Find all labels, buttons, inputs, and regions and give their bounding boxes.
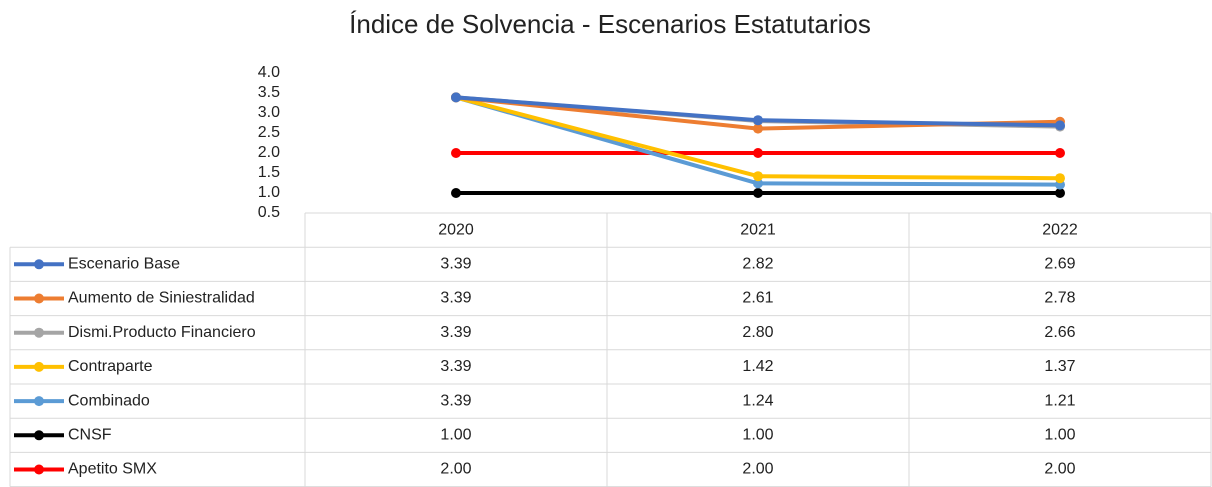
data-label: 2.00	[1044, 461, 1075, 478]
data-label: 3.39	[440, 324, 471, 341]
legend-label: Escenario Base	[68, 256, 180, 273]
chart-title: Índice de Solvencia - Escenarios Estatut…	[349, 9, 871, 39]
data-label: 2.00	[440, 461, 471, 478]
data-label: 2.61	[742, 290, 773, 307]
legend-swatch-marker	[34, 327, 44, 338]
legend-swatch-marker	[34, 430, 44, 441]
data-label: 3.39	[440, 392, 471, 409]
legend-label: Contraparte	[68, 358, 153, 375]
legend-label: Combinado	[68, 392, 150, 409]
legend-swatch-marker	[34, 293, 44, 304]
data-label: 3.39	[440, 290, 471, 307]
x-tick-label: 2020	[438, 221, 474, 238]
marker	[451, 92, 461, 103]
y-tick-label: 1.0	[258, 184, 280, 201]
data-label: 1.24	[742, 392, 773, 409]
series-line	[455, 95, 1061, 181]
marker	[753, 178, 763, 189]
y-tick-label: 3.5	[258, 84, 280, 101]
legend-swatch-marker	[34, 396, 44, 407]
data-label: 1.00	[440, 427, 471, 444]
x-tick-label: 2022	[1042, 221, 1078, 238]
data-label: 2.80	[742, 324, 773, 341]
marker	[1055, 188, 1065, 198]
legend-label: CNSF	[68, 427, 112, 444]
data-label: 1.00	[742, 427, 773, 444]
y-tick-label: 1.5	[258, 164, 280, 181]
data-label: 2.82	[742, 256, 773, 273]
y-tick-label: 4.0	[258, 64, 280, 81]
data-label: 2.78	[1044, 290, 1075, 307]
data-label: 3.39	[440, 358, 471, 375]
legend-label: Aumento de Siniestralidad	[68, 290, 255, 307]
y-tick-label: 3.0	[258, 104, 280, 121]
marker	[753, 171, 763, 182]
y-tick-label: 0.5	[258, 204, 280, 221]
data-label: 2.00	[742, 461, 773, 478]
marker	[753, 115, 763, 126]
data-label: 1.21	[1044, 392, 1075, 409]
x-tick-label: 2021	[740, 221, 776, 238]
marker	[1055, 148, 1065, 158]
legend-label: Apetito SMX	[68, 461, 157, 478]
marker	[753, 123, 763, 134]
marker	[1055, 120, 1065, 131]
data-label: 1.37	[1044, 358, 1075, 375]
data-label: 3.39	[440, 256, 471, 273]
data-label: 1.42	[742, 358, 773, 375]
marker	[1055, 173, 1065, 184]
y-tick-label: 2.5	[258, 124, 280, 141]
marker	[753, 148, 763, 158]
y-tick-label: 2.0	[258, 144, 280, 161]
marker	[753, 188, 763, 198]
data-label: 1.00	[1044, 427, 1075, 444]
legend-label: Dismi.Producto Financiero	[68, 324, 256, 341]
legend-swatch-marker	[34, 259, 44, 270]
data-label: 2.66	[1044, 324, 1075, 341]
marker	[451, 148, 461, 158]
legend-swatch-marker	[34, 361, 44, 372]
data-label: 2.69	[1044, 256, 1075, 273]
legend-swatch-marker	[34, 464, 44, 475]
marker	[451, 188, 461, 198]
